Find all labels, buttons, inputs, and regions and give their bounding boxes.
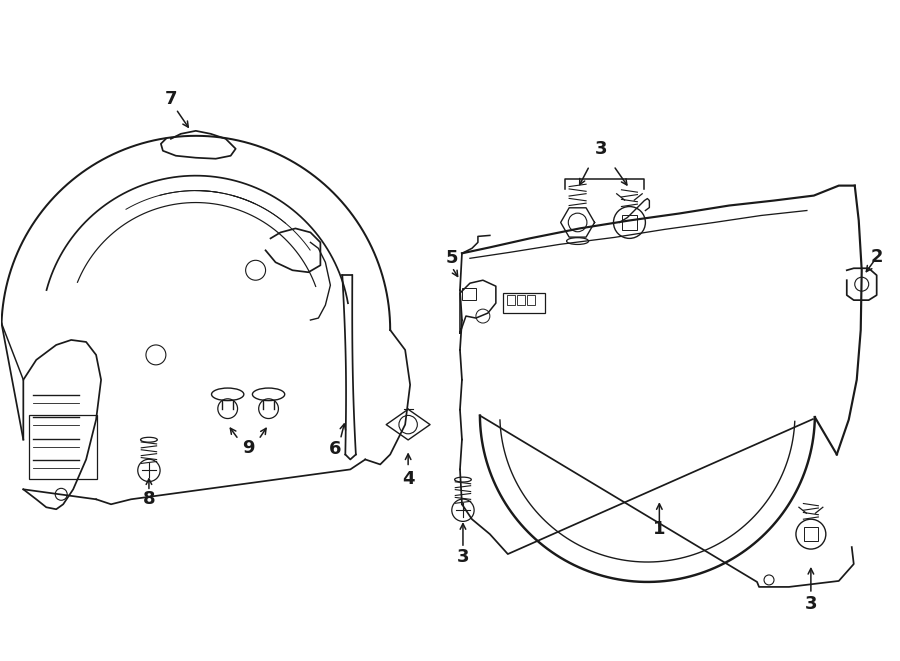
Bar: [517, 295, 525, 305]
Text: 8: 8: [142, 490, 155, 508]
Bar: [503, 293, 544, 313]
Text: 5: 5: [446, 249, 458, 267]
Bar: [622, 215, 636, 229]
Text: 9: 9: [242, 438, 255, 457]
Text: 7: 7: [165, 90, 177, 108]
Bar: [507, 295, 515, 305]
Text: 2: 2: [870, 249, 883, 266]
Bar: [30, 414, 97, 479]
Bar: [462, 288, 476, 300]
Text: 3: 3: [456, 548, 469, 566]
Text: 6: 6: [329, 440, 342, 459]
Text: 3: 3: [805, 595, 817, 613]
Text: 4: 4: [402, 471, 414, 488]
Text: 1: 1: [653, 520, 666, 538]
Bar: [526, 295, 535, 305]
Bar: [805, 527, 817, 541]
Text: 3: 3: [595, 139, 608, 158]
